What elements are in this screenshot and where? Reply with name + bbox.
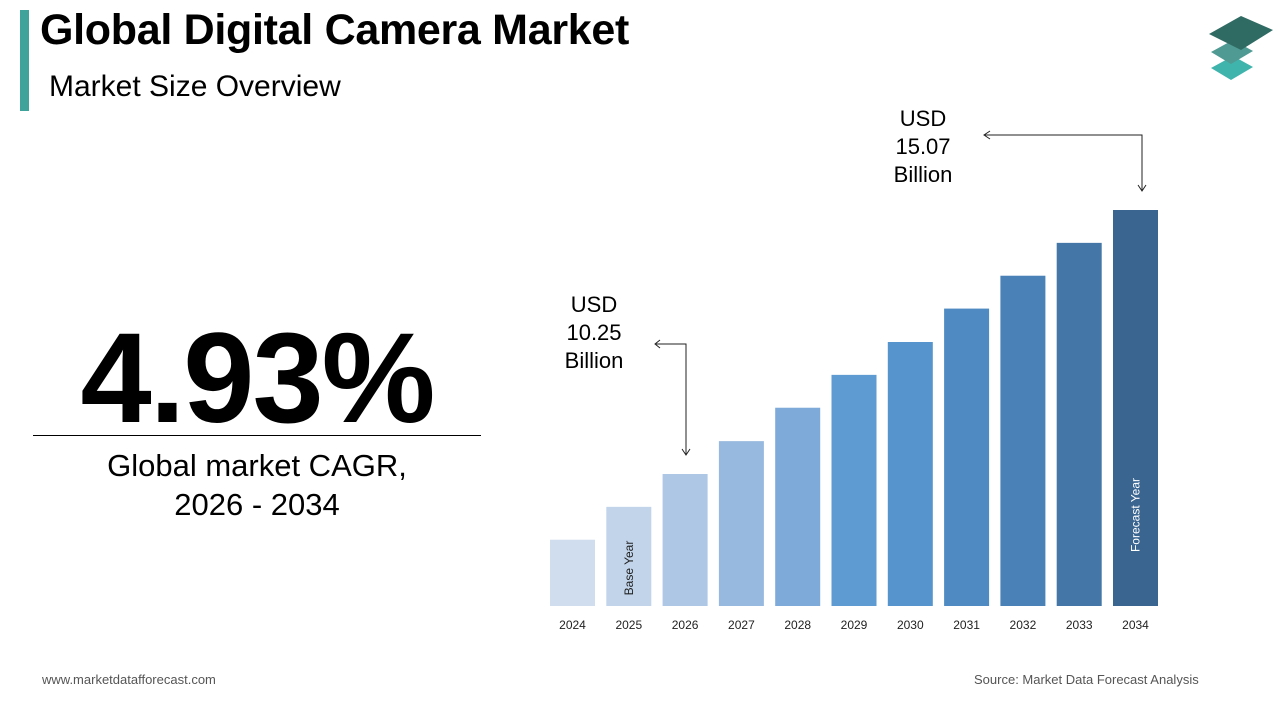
bar-2033 xyxy=(1056,242,1102,606)
bar-2029 xyxy=(831,374,877,606)
x-tick-label-2032: 2032 xyxy=(1010,618,1037,632)
annotation-2034-line3: Billion xyxy=(893,162,953,187)
arrowhead-left-2034 xyxy=(983,130,991,140)
bar-2027 xyxy=(718,441,764,606)
annotation-2034-line1: USD xyxy=(899,106,947,131)
bar-2032 xyxy=(1000,275,1046,606)
arrowhead-left-2026 xyxy=(654,339,661,349)
cagr-value: 4.93% xyxy=(80,307,436,450)
bar-2024 xyxy=(550,539,595,606)
bar-2026 xyxy=(662,474,708,606)
bar-label-2034: Forecast Year xyxy=(1129,478,1143,552)
x-tick-label-2027: 2027 xyxy=(728,618,755,632)
annotation-2026-line3: Billion xyxy=(564,348,624,373)
x-tick-label-2026: 2026 xyxy=(672,618,699,632)
annotation-2026-line2: 10.25 xyxy=(566,320,622,345)
bar-2031 xyxy=(944,308,990,606)
cagr-label: Global market CAGR, 2026 - 2034 xyxy=(33,446,481,524)
logo-layer-bottom xyxy=(1211,56,1253,80)
page-title: Global Digital Camera Market xyxy=(40,6,630,54)
bar-2025 xyxy=(606,506,652,606)
source-note: Source: Market Data Forecast Analysis xyxy=(974,672,1199,687)
annotation-2034: USD 15.07 Billion xyxy=(863,105,983,189)
x-tick-label-2033: 2033 xyxy=(1066,618,1093,632)
annotation-2026-line1: USD xyxy=(570,292,618,317)
bar-2034 xyxy=(1113,210,1158,606)
bar-label-2025: Base Year xyxy=(622,541,636,596)
arrow-2034 xyxy=(985,134,1143,190)
x-tick-label-2031: 2031 xyxy=(953,618,980,632)
bar-2028 xyxy=(775,407,821,606)
x-tick-label-2030: 2030 xyxy=(897,618,924,632)
divider xyxy=(33,435,481,436)
arrowhead-down-2026 xyxy=(681,448,691,456)
x-tick-label-2025: 2025 xyxy=(615,618,642,632)
arrowhead-down-2034 xyxy=(1137,184,1147,192)
logo-icon xyxy=(1209,16,1273,80)
annotation-2034-line2: 15.07 xyxy=(895,134,951,159)
website-link[interactable]: www.marketdatafforecast.com xyxy=(42,672,216,687)
title-accent-bar xyxy=(20,10,29,111)
x-tick-label-2029: 2029 xyxy=(841,618,868,632)
bar-2030 xyxy=(887,342,933,606)
annotation-2026: USD 10.25 Billion xyxy=(534,291,654,375)
page-subtitle: Market Size Overview xyxy=(49,70,341,103)
x-tick-label-2034: 2034 xyxy=(1122,618,1149,632)
x-tick-label-2028: 2028 xyxy=(784,618,811,632)
logo-layer-top xyxy=(1209,16,1273,50)
arrow-2026 xyxy=(656,343,687,454)
cagr-label-line2: 2026 - 2034 xyxy=(174,487,340,522)
cagr-label-line1: Global market CAGR, xyxy=(107,448,407,483)
x-tick-label-2024: 2024 xyxy=(559,618,586,632)
